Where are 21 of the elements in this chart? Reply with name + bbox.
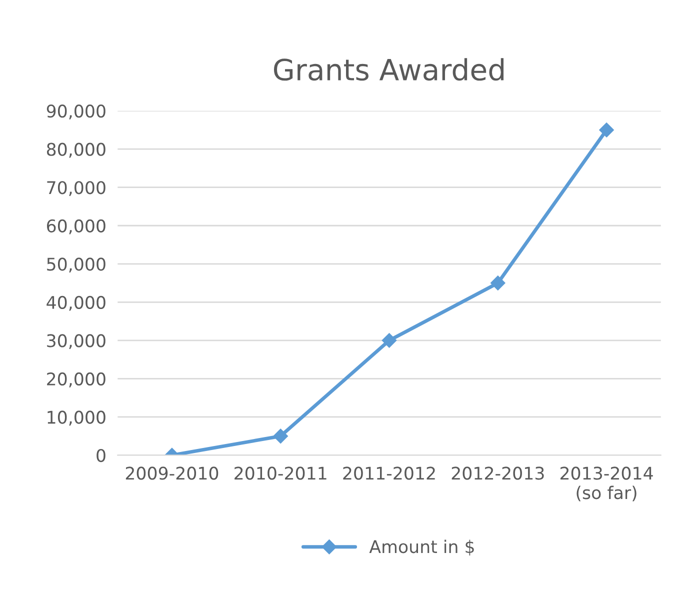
chart-title: Grants Awarded — [274, 58, 504, 81]
y-tick-label: 20,000 — [47, 372, 106, 388]
x-tick-label: 2013-2014 (so far) — [560, 466, 653, 502]
y-tick-label: 90,000 — [46, 104, 106, 120]
y-tick-label: 10,000 — [48, 410, 106, 426]
point — [382, 333, 397, 348]
y-tick-label: 30,000 — [47, 334, 106, 350]
x-tick-label: 2011-2012 — [343, 466, 435, 480]
x-tick-label: 2012-2013 — [452, 466, 544, 480]
y-tick-label: 60,000 — [46, 219, 106, 234]
x-tick-label: 2009-2010 — [126, 466, 218, 480]
y-tick-label: 0 — [96, 448, 106, 462]
point — [273, 428, 288, 444]
legend-label: Amount in $ — [369, 540, 474, 556]
point — [599, 122, 614, 138]
y-tick-label: 40,000 — [46, 296, 106, 311]
y-tick-label: 70,000 — [47, 181, 106, 196]
point — [490, 276, 506, 290]
x-tick-label: 2010-2011 — [234, 466, 326, 480]
y-tick-label: 80,000 — [46, 142, 106, 158]
y-tick-label: 50,000 — [47, 258, 106, 273]
